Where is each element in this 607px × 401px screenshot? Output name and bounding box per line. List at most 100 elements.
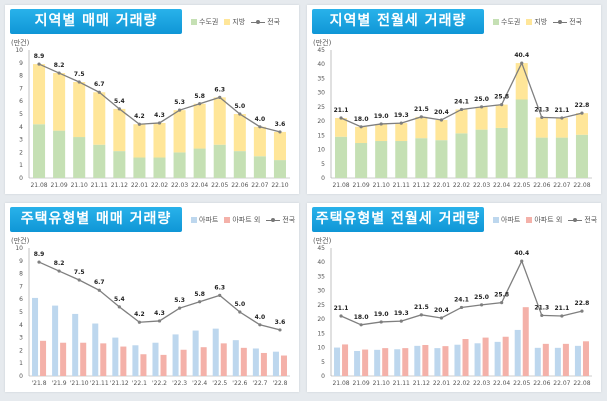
unit-label: (만건)	[313, 237, 332, 245]
bar-수도권	[375, 141, 388, 178]
line-point	[399, 319, 403, 323]
x-tick-label: 22.03	[473, 182, 490, 189]
bar-아파트	[494, 341, 501, 376]
x-tick-label: '22.8	[272, 380, 287, 387]
bar-지방	[495, 104, 508, 128]
line-point	[439, 118, 444, 122]
panel-regional-rent: 지역별 전월세 거래량 수도권 지방 전국 (만건) 0 5 10 15 20 25 30 35 40 45…	[307, 5, 601, 194]
x-tick-label: 22.04	[493, 182, 510, 189]
bar-수도권	[133, 157, 146, 178]
unit-label: (만건)	[11, 237, 30, 245]
bar-지방	[355, 126, 368, 144]
legend-swatch	[526, 19, 533, 25]
legend-line-marker	[568, 218, 583, 222]
line-point	[379, 122, 383, 126]
line-point	[97, 90, 101, 94]
bar-수도권	[233, 151, 246, 178]
bar-수도권	[253, 156, 266, 178]
x-tick-label: 22.06	[533, 380, 550, 387]
y-tick-label: 3	[19, 335, 23, 342]
bar-지방	[575, 113, 588, 135]
bar-아파트	[474, 343, 481, 376]
bar-지방	[475, 106, 488, 130]
data-label: 4.0	[255, 116, 266, 123]
bar-지방	[53, 73, 66, 131]
line-point	[177, 306, 182, 310]
legend-swatch	[224, 217, 231, 223]
x-tick-label: 22.07	[553, 380, 570, 387]
legend: 수도권 지방 전국	[493, 17, 582, 27]
y-tick-label: 25	[317, 302, 325, 309]
x-tick-label: 22.02	[453, 380, 470, 387]
data-label: 18.0	[354, 314, 369, 321]
bar-지방	[33, 64, 46, 125]
line-point	[258, 323, 262, 327]
bar-수도권	[575, 134, 588, 178]
y-tick-label: 8	[19, 73, 23, 80]
x-tick-label: 21.10	[373, 380, 390, 387]
line-point	[419, 115, 423, 119]
bar-수도권	[173, 152, 186, 178]
y-tick-label: 2	[19, 149, 23, 156]
y-tick-label: 45	[317, 47, 325, 54]
bar-수도권	[435, 140, 448, 178]
bar-아파트 외	[260, 352, 267, 376]
data-label: 5.4	[114, 98, 125, 105]
bar-아파트	[574, 345, 581, 376]
legend-label: 지방	[232, 18, 246, 26]
legend-swatch	[224, 19, 231, 25]
y-tick-label: 4	[19, 124, 23, 131]
legend-swatch	[191, 19, 197, 25]
y-tick-label: 3	[19, 137, 23, 144]
data-label: 21.5	[414, 304, 429, 311]
bar-지방	[415, 116, 428, 139]
y-tick-label: 7	[19, 283, 23, 290]
x-tick-label: '21.11	[90, 380, 109, 387]
x-tick-label: 22.01	[131, 182, 148, 189]
data-label: 5.8	[194, 93, 205, 100]
data-label: 8.9	[34, 53, 45, 60]
x-tick-label: '22.1	[132, 380, 147, 387]
data-label: 21.1	[334, 305, 349, 312]
chart-title: 지역별 매매 거래량	[10, 9, 182, 34]
y-tick-label: 8	[19, 271, 23, 278]
legend-item: 아파트 외	[224, 215, 260, 225]
data-label: 4.2	[134, 113, 145, 120]
bar-아파트 외	[180, 349, 187, 376]
bar-아파트 외	[362, 349, 369, 376]
legend-swatch	[191, 217, 197, 223]
bar-수도권	[515, 99, 528, 178]
bar-아파트 외	[502, 336, 509, 376]
bar-아파트	[132, 345, 139, 376]
data-label: 25.8	[494, 94, 509, 101]
line-point	[278, 130, 282, 134]
legend-item: 전국	[553, 17, 582, 27]
legend-label: 전국	[267, 18, 281, 26]
legend-line-marker	[553, 20, 568, 24]
y-tick-label: 1	[19, 162, 23, 169]
data-label: 6.3	[214, 284, 225, 291]
y-tick-label: 5	[321, 359, 325, 366]
bar-아파트	[52, 305, 59, 376]
line-point	[560, 314, 564, 318]
line-point	[37, 62, 41, 66]
y-tick-label: 1	[19, 360, 23, 367]
line-point	[77, 278, 81, 282]
x-tick-label: 22.01	[433, 182, 450, 189]
bar-아파트 외	[220, 343, 227, 376]
data-label: 20.4	[434, 109, 449, 116]
data-label: 5.0	[234, 301, 245, 308]
data-label: 22.8	[575, 300, 590, 307]
bar-아파트 외	[40, 340, 47, 376]
y-tick-label: 0	[321, 175, 325, 182]
bar-아파트 외	[120, 346, 127, 376]
chart-title: 지역별 전월세 거래량	[312, 9, 484, 34]
bar-수도권	[73, 137, 86, 178]
x-tick-label: 21.11	[393, 182, 410, 189]
legend-label: 전국	[569, 18, 583, 26]
line-point	[218, 293, 222, 297]
data-label: 18.0	[354, 116, 369, 123]
x-tick-label: '21.8	[32, 380, 47, 387]
data-label: 19.0	[374, 311, 389, 318]
